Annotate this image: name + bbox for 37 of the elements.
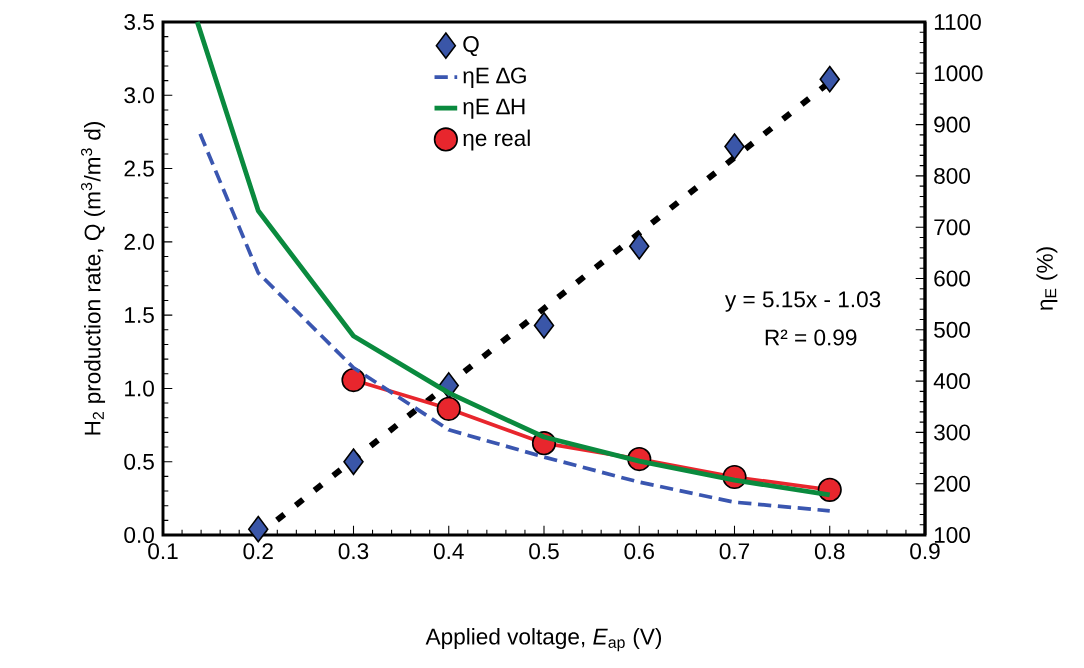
y-tick-label: 3.0 [124, 87, 154, 104]
y-tick-label: 3.5 [124, 14, 154, 30]
y2-tick-label: 300 [934, 424, 970, 441]
y2-tick-label: 400 [933, 373, 970, 390]
x-tick-label: 0.2 [243, 543, 273, 560]
y2-tick-label: 500 [934, 321, 970, 338]
y2-tick-label: 200 [934, 475, 970, 492]
y-tick-label: 0.0 [124, 527, 154, 543]
x-tick-label: 0.8 [814, 543, 845, 560]
y-tick-label: 1.0 [125, 380, 154, 397]
x-tick-label: 0.6 [624, 543, 654, 560]
y2-axis-title: η$_{E}$ (%) [1036, 247, 1058, 310]
annotation: R² = 0.99 [765, 329, 857, 346]
legend-label: ηE ∆H [463, 98, 525, 119]
y2-tick-label: 1100 [934, 14, 981, 30]
y-tick-label: 2.0 [124, 233, 154, 250]
y2-tick-label: 800 [934, 167, 970, 184]
legend-label: ηE ∆G [463, 67, 526, 88]
legend-label: Q [463, 36, 479, 57]
annotation: y = 5.15x - 1.03 [724, 291, 881, 312]
x-tick-label: 0.7 [719, 543, 750, 560]
y2-tick-label: 900 [934, 116, 970, 133]
y2-tick-label: 1000 [934, 65, 983, 82]
y2-tick-label: 600 [934, 270, 970, 287]
y2-tick-label: 100 [934, 527, 970, 543]
x-tick-label: 0.5 [529, 543, 559, 560]
legend-label: ηe real [463, 129, 530, 151]
y2-tick-label: 700 [934, 219, 970, 236]
x-tick-label: 0.9 [910, 543, 940, 560]
x-tick-label: 0.1 [148, 543, 178, 560]
y-tick-label: 1.5 [125, 307, 154, 324]
y-axis-title: H$_{2}$ production rate, Q (m$^{3}$/m$^{3}$ d) [80, 122, 106, 435]
x-axis-title: Applied voltage, E$_{ap}$ (V) [425, 628, 662, 652]
x-tick-label: 0.3 [338, 543, 369, 560]
y-tick-label: 0.5 [124, 453, 154, 470]
y-tick-label: 2.5 [124, 160, 154, 177]
x-tick-label: 0.4 [433, 543, 464, 560]
